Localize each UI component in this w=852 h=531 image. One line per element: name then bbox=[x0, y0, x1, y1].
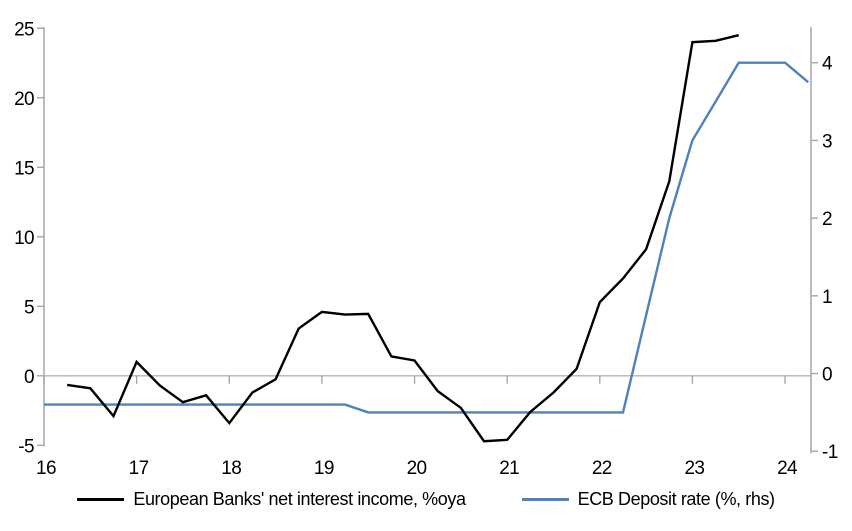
x-axis-tick-label: 16 bbox=[36, 458, 56, 479]
left-axis-tick-label: 10 bbox=[14, 228, 34, 249]
right-axis-tick-label: 1 bbox=[822, 287, 832, 308]
x-axis-tick-label: 21 bbox=[499, 458, 519, 479]
legend-label-ecb-deposit-rate: ECB Deposit rate (%, rhs) bbox=[577, 489, 775, 509]
x-axis-tick-label: 17 bbox=[129, 458, 149, 479]
left-axis-tick-label: 0 bbox=[24, 367, 34, 388]
series-line-ecb-deposit-rate bbox=[44, 61, 809, 414]
legend-label-net-interest-income: European Banks' net interest income, %oy… bbox=[133, 489, 466, 509]
x-axis-tick-label: 22 bbox=[592, 458, 612, 479]
x-axis-tick-label: 20 bbox=[407, 458, 427, 479]
legend-line-swatch-black bbox=[77, 498, 125, 501]
right-axis-tick-label: 0 bbox=[822, 365, 832, 386]
right-axis-tick-label: 2 bbox=[822, 209, 832, 230]
x-axis-tick-label: 18 bbox=[221, 458, 241, 479]
right-axis-tick-label: -1 bbox=[822, 442, 838, 463]
left-axis-tick-label: 20 bbox=[14, 89, 34, 110]
x-axis-tick-label: 24 bbox=[777, 458, 798, 479]
right-axis-tick-label: 4 bbox=[822, 54, 833, 75]
left-axis-tick-label: 15 bbox=[14, 158, 34, 179]
x-axis-tick-label: 23 bbox=[684, 458, 704, 479]
x-axis-tick-label: 19 bbox=[314, 458, 334, 479]
left-axis-tick-label: 25 bbox=[14, 19, 34, 40]
left-axis-tick-label: 5 bbox=[24, 297, 34, 318]
legend-item-ecb-deposit-rate: ECB Deposit rate (%, rhs) bbox=[521, 489, 775, 510]
right-axis-tick-label: 3 bbox=[822, 131, 832, 152]
left-axis-tick-label: -5 bbox=[18, 436, 34, 457]
legend-item-net-interest-income: European Banks' net interest income, %oy… bbox=[77, 489, 466, 510]
legend-line-swatch-blue bbox=[521, 498, 569, 501]
series-line-net-interest-income bbox=[67, 34, 739, 443]
legend: European Banks' net interest income, %oy… bbox=[0, 489, 852, 510]
